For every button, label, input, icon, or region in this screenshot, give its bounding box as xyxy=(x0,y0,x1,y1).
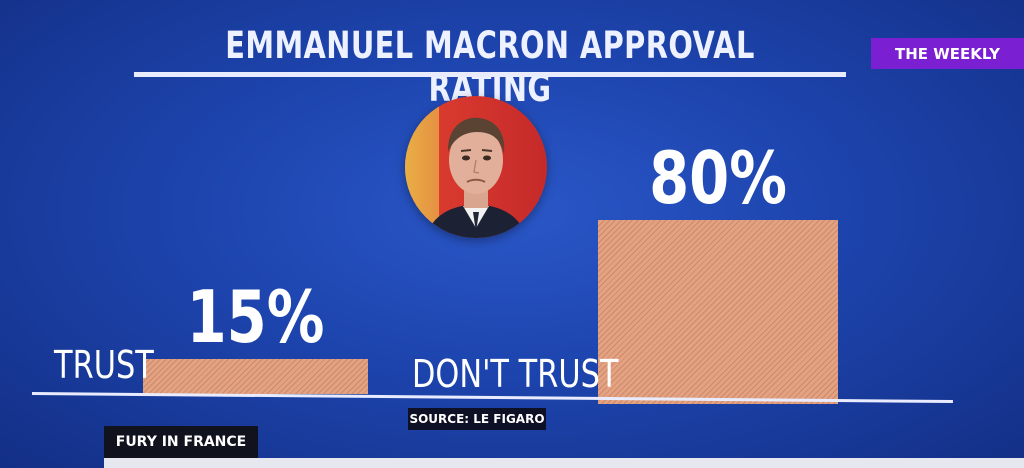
category-label-dont-trust: DON'T TRUST xyxy=(412,352,619,396)
title-underline xyxy=(134,72,846,77)
value-label-dont-trust: 80% xyxy=(649,136,787,220)
category-label-trust: TRUST xyxy=(54,343,154,387)
lower-third-tag: FURY IN FRANCE xyxy=(104,426,258,458)
bar-trust xyxy=(143,359,368,394)
news-ticker-bar xyxy=(104,458,1024,468)
show-badge: THE WEEKLY xyxy=(871,38,1024,69)
portrait-photo xyxy=(405,96,547,238)
source-label: SOURCE: LE FIGARO xyxy=(408,408,546,430)
value-label-trust: 15% xyxy=(186,275,325,359)
bar-dont-trust xyxy=(598,220,838,404)
